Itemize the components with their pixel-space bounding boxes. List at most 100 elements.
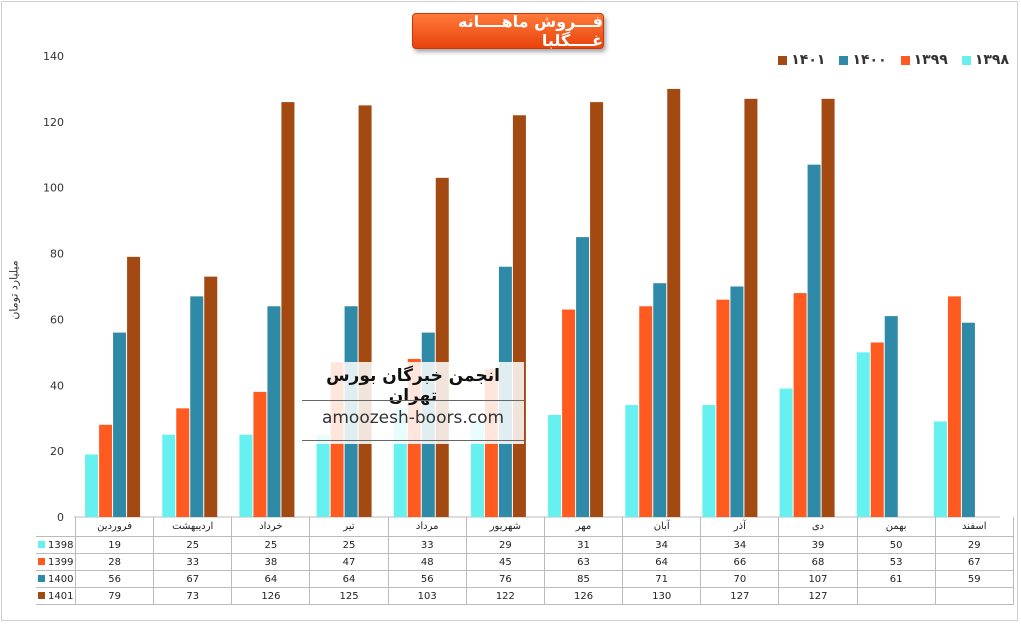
table-cell: 33 xyxy=(153,553,233,571)
bar-1398-7 xyxy=(548,414,562,517)
bar-1400-10 xyxy=(807,164,821,517)
table-cell: 126 xyxy=(543,587,624,605)
y-tick-label: 20 xyxy=(50,445,64,458)
bar-1399-9 xyxy=(716,299,730,517)
table-category-label: اسفند xyxy=(934,517,1014,537)
legend-item-1401: ۱۴۰۱ xyxy=(778,52,825,68)
table-category-label: آبان xyxy=(622,517,702,537)
table-cell: 68 xyxy=(778,553,858,571)
bar-1401-3 xyxy=(281,102,295,517)
table-cell: 85 xyxy=(543,570,624,588)
legend-swatch xyxy=(839,55,849,65)
bar-1398-12 xyxy=(933,421,947,517)
table-category-label: مرداد xyxy=(387,517,467,537)
table-cell: 56 xyxy=(387,570,467,588)
table-cell: 70 xyxy=(700,570,780,588)
table-cell: 33 xyxy=(387,536,467,554)
bar-1401-6 xyxy=(512,115,526,518)
watermark: انجمن خبرگان بورس تهران amoozesh-boors.c… xyxy=(302,362,524,444)
table-cell: 50 xyxy=(856,536,936,554)
bar-1399-1 xyxy=(99,424,113,517)
bar-1400-7 xyxy=(576,237,590,517)
y-tick-label: 120 xyxy=(43,116,64,129)
watermark-divider-top xyxy=(302,400,524,401)
table-legend-key xyxy=(38,592,45,599)
bar-1400-3 xyxy=(267,306,281,517)
table-cell: 127 xyxy=(700,587,780,605)
chart-title: فـــروش ماهــــانه غــــگلبا xyxy=(412,12,604,50)
table-cell: 79 xyxy=(74,587,155,605)
table-cell: 127 xyxy=(778,587,858,605)
table-cell: 67 xyxy=(934,553,1014,571)
table-cell: 64 xyxy=(622,553,702,571)
bar-1399-12 xyxy=(947,296,961,517)
table-cell: 66 xyxy=(700,553,780,571)
table-cell: 25 xyxy=(153,536,233,554)
legend-swatch xyxy=(900,55,910,65)
bar-1398-3 xyxy=(239,434,253,517)
table-row-1399: 1399 28 33 38 47 48 45 63 64 66 68 53 67 xyxy=(36,553,1014,571)
bar-1399-3 xyxy=(253,391,267,517)
table-cell: 64 xyxy=(231,570,311,588)
table-category-label: شهریور xyxy=(465,517,545,537)
table-legend-key xyxy=(38,541,45,548)
y-tick-label: 0 xyxy=(57,511,64,524)
legend-swatch xyxy=(961,55,971,65)
table-category-label: بهمن xyxy=(856,517,936,537)
table-cell: 64 xyxy=(309,570,389,588)
bar-1398-1 xyxy=(85,454,99,517)
bar-1401-8 xyxy=(667,88,681,517)
bar-1400-8 xyxy=(653,283,667,517)
bar-1401-5 xyxy=(435,177,449,518)
table-cell: 34 xyxy=(700,536,780,554)
table-category-label: تیر xyxy=(309,517,389,537)
table-cell xyxy=(856,587,936,605)
table-cell: 31 xyxy=(543,536,624,554)
table-cell: 39 xyxy=(778,536,858,554)
table-category-label: فروردین xyxy=(74,517,155,537)
bar-1398-2 xyxy=(162,434,176,517)
table-cell: 125 xyxy=(309,587,389,605)
y-tick-label: 80 xyxy=(50,248,64,261)
table-cell: 73 xyxy=(153,587,233,605)
bar-1399-11 xyxy=(870,342,884,517)
legend-swatch xyxy=(778,55,788,65)
bar-1401-9 xyxy=(744,98,758,518)
table-cell: 48 xyxy=(387,553,467,571)
bar-1399-7 xyxy=(562,309,576,517)
bar-1399-2 xyxy=(176,408,190,517)
table-category-label: آذر xyxy=(700,517,780,537)
table-cell: 47 xyxy=(309,553,389,571)
bar-1398-11 xyxy=(856,352,870,517)
table-cell: 103 xyxy=(387,587,467,605)
table-cell: 53 xyxy=(856,553,936,571)
table-cell: 45 xyxy=(465,553,545,571)
legend-label: ۱۴۰۰ xyxy=(852,52,887,68)
table-cell: 34 xyxy=(622,536,702,554)
table-cell: 56 xyxy=(74,570,155,588)
table-row-1400: 1400 56 67 64 64 56 76 85 71 70 107 61 59 xyxy=(36,570,1014,588)
bar-1401-10 xyxy=(821,98,835,518)
watermark-title: انجمن خبرگان بورس تهران xyxy=(326,366,500,406)
table-category-label: اردیبهشت xyxy=(153,517,233,537)
watermark-divider-bottom xyxy=(302,440,524,441)
table-cell: 25 xyxy=(309,536,389,554)
table-cell: 28 xyxy=(74,553,155,571)
table-series-label: 1401 xyxy=(36,587,76,605)
bar-1401-4 xyxy=(358,105,372,518)
table-cell: 122 xyxy=(465,587,545,605)
table-cell: 25 xyxy=(231,536,311,554)
table-cell xyxy=(934,587,1014,605)
table-category-label: دی xyxy=(778,517,858,537)
table-cell: 130 xyxy=(622,587,702,605)
bar-1398-4 xyxy=(316,434,330,517)
bar-1400-2 xyxy=(190,296,204,517)
bar-1398-6 xyxy=(470,421,484,517)
legend-label: ۱۳۹۸ xyxy=(974,52,1009,68)
table-cell: 19 xyxy=(74,536,155,554)
table-row-1401: 1401 79 73 126 125 103 122 126 130 127 127 xyxy=(36,587,1014,605)
bar-1401-2 xyxy=(204,276,218,517)
bar-1400-12 xyxy=(961,322,975,517)
table-category-label: مهر xyxy=(543,517,624,537)
table-legend-key xyxy=(38,558,45,565)
